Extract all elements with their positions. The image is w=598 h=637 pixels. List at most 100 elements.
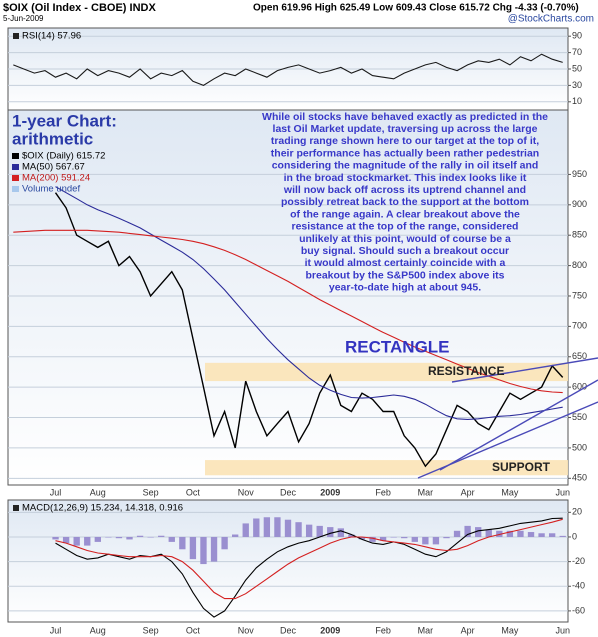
x-tick-label: Sep [143,487,159,497]
histogram-bar [443,536,450,539]
legend-swatch [12,164,19,170]
y-tick-label: 450 [572,473,587,483]
series-line [55,186,563,420]
histogram-bar [390,536,397,538]
histogram-bar [337,528,344,537]
histogram-bar [369,536,376,542]
quote: Open 619.96 High 625.49 Low 609.43 Close… [253,3,579,14]
x-tick-label: Oct [186,487,201,497]
histogram-bar [548,533,556,537]
y-tick-label: 600 [572,382,587,392]
histogram-bar [200,536,207,565]
histogram-bar [379,536,387,541]
comment-line: While oil stocks have behaved exactly as… [262,111,548,123]
histogram-bar [305,524,313,537]
histogram-bar [115,536,123,539]
series-line [55,517,563,618]
x-tick-label: Dec [280,487,297,497]
y-tick-label: 900 [572,199,587,209]
histogram-bar [422,536,429,545]
comment-line: will now back off across its uptrend cha… [283,184,526,196]
y-tick-label: -60 [572,605,585,615]
x-tick-label: May [501,487,519,497]
x-tick-label: Jun [555,625,570,635]
y-tick-label: 750 [572,290,587,300]
x-tick-label: Mar [418,625,434,635]
x-tick-label: Nov [238,625,255,635]
comment-line: trading range shown here to our target a… [271,135,539,147]
price-band [205,362,568,382]
histogram-bar [517,530,524,537]
y-tick-label: 850 [572,230,587,240]
legend-swatch [12,186,19,192]
series-line [13,229,563,394]
legend-entry: Volume undef [22,184,80,195]
y-tick-label: 950 [572,169,587,179]
histogram-bar [496,530,503,537]
histogram-bar [559,535,566,537]
y-tick-label: 700 [572,321,587,331]
y-tick-label: 500 [572,442,587,452]
band-label: RESISTANCE [428,364,504,378]
series-line [55,518,563,600]
x-tick-label: Nov [238,487,255,497]
histogram-bar [274,517,281,537]
y-tick-label: 30 [572,80,582,90]
y-tick-label: 650 [572,351,587,361]
x-tick-label: Aug [90,625,106,635]
x-tick-label: Feb [375,625,391,635]
histogram-bar [538,533,545,537]
histogram-bar [242,523,249,537]
legend-entry: $OIX (Daily) 615.72 [22,151,105,162]
comment-line: their performance has actually been rath… [271,147,539,159]
histogram-bar [221,536,228,550]
comment-line: it would almost certainly coincide with … [305,257,506,269]
y-tick-label: 70 [572,47,582,57]
panel [7,109,569,486]
histogram-bar [73,536,80,546]
series-line [54,192,564,468]
histogram-bar [253,518,260,537]
histogram-bar [179,536,186,550]
histogram-bar [168,536,175,542]
y-tick-label: -40 [572,581,585,591]
trend-channel [451,357,598,383]
histogram-bar [263,517,271,537]
y-tick-label: 0 [572,531,577,541]
y-tick-label: 90 [572,31,582,41]
histogram-bar [527,532,535,537]
histogram-bar [232,534,239,537]
histogram-bar [284,519,292,537]
band-label: SUPPORT [492,460,551,474]
legend-entry: RSI(14) 57.96 [22,31,81,42]
x-tick-label: Jun [555,487,570,497]
histogram-bar [401,536,408,539]
comment-line: buy signal. Should such a breakout occur [301,245,509,257]
x-tick-label: 2009 [320,487,340,497]
comment-line: possibly retreat back to the support at … [281,196,529,208]
histogram-bar [52,536,59,540]
y-tick-label: 20 [572,507,582,517]
histogram-bar [411,536,418,542]
legend-swatch [12,153,19,159]
legend-swatch [12,175,19,181]
chart-kind: 1-year Chart: [12,111,117,130]
y-tick-label: 10 [572,96,582,106]
histogram-bar [485,529,492,537]
comment-line: considering the magnitude of the rally i… [272,160,539,172]
histogram-bar [475,527,482,537]
x-tick-label: Jul [50,487,62,497]
x-tick-label: Jul [50,625,62,635]
trend-channel [439,379,598,471]
comment-line: resistance at the top of the range, cons… [292,221,519,233]
legend-entry: MACD(12,26,9) 15.234, 14.318, 0.916 [22,503,183,514]
histogram-bar [210,536,218,562]
y-tick-label: 550 [572,412,587,422]
panel [7,499,569,623]
histogram-bar [136,535,144,537]
histogram-bar [295,522,302,537]
comment-line: last Oil Market update, traversing up ac… [273,123,538,135]
comment-line: of the range again. A clear breakout abo… [290,208,520,220]
histogram-bar [453,530,461,537]
